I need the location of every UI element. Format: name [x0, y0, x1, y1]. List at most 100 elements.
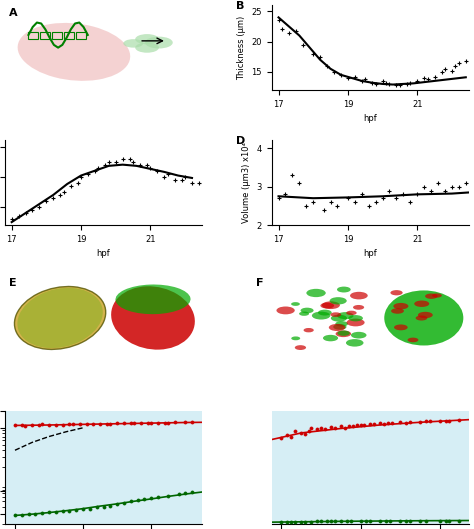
Point	[136, 160, 144, 169]
Point	[155, 492, 162, 501]
Y-axis label: Volume (μm3) x10⁴: Volume (μm3) x10⁴	[242, 142, 251, 223]
Y-axis label: Thickness (μm): Thickness (μm)	[237, 15, 246, 80]
Point	[386, 186, 393, 195]
Point	[56, 190, 64, 199]
Point	[60, 188, 67, 196]
Text: G: G	[9, 414, 18, 424]
Point	[275, 194, 283, 203]
Point	[413, 77, 421, 85]
Ellipse shape	[18, 288, 103, 348]
Circle shape	[430, 335, 441, 339]
Point	[301, 517, 309, 526]
Point	[93, 503, 100, 512]
Point	[379, 194, 386, 203]
Point	[288, 518, 295, 527]
Point	[337, 517, 345, 525]
Circle shape	[320, 335, 332, 340]
Point	[278, 518, 285, 526]
Bar	[76, 32, 86, 39]
Point	[396, 80, 404, 89]
Point	[96, 419, 104, 428]
Point	[164, 491, 172, 500]
Point	[141, 495, 148, 503]
Point	[331, 424, 338, 433]
Point	[366, 517, 374, 525]
Point	[358, 190, 365, 198]
Point	[76, 420, 83, 428]
Point	[316, 52, 324, 61]
Point	[161, 172, 168, 181]
Point	[38, 509, 46, 517]
Point	[188, 418, 196, 426]
Circle shape	[324, 305, 338, 311]
Point	[137, 419, 145, 427]
Point	[8, 215, 16, 223]
Point	[172, 418, 179, 426]
Point	[436, 417, 443, 425]
Point	[362, 75, 369, 84]
Circle shape	[352, 321, 365, 326]
Text: F: F	[256, 278, 263, 288]
Point	[59, 421, 66, 429]
Point	[113, 499, 121, 508]
Point	[154, 167, 161, 175]
Point	[372, 80, 379, 88]
Point	[101, 160, 109, 169]
Point	[283, 431, 291, 440]
Point	[29, 206, 36, 214]
Point	[403, 80, 410, 88]
Point	[22, 209, 29, 217]
Point	[357, 517, 365, 525]
Point	[127, 497, 135, 506]
Circle shape	[310, 297, 319, 300]
Point	[292, 26, 300, 35]
Circle shape	[135, 34, 159, 44]
Point	[188, 179, 196, 187]
Point	[275, 16, 283, 25]
Point	[188, 488, 196, 497]
Point	[420, 74, 428, 82]
Point	[386, 80, 393, 88]
Point	[45, 421, 53, 429]
Ellipse shape	[14, 287, 106, 350]
Circle shape	[276, 315, 292, 322]
Point	[344, 74, 352, 82]
Point	[442, 416, 449, 425]
Point	[353, 421, 360, 429]
Point	[351, 72, 359, 81]
Point	[446, 516, 453, 525]
Point	[195, 179, 203, 187]
Point	[298, 428, 305, 437]
Text: B: B	[236, 1, 245, 11]
Point	[337, 71, 345, 79]
Point	[344, 194, 352, 203]
Point	[426, 417, 434, 425]
Point	[28, 421, 36, 429]
Point	[69, 420, 77, 428]
Point	[323, 61, 331, 70]
Point	[441, 186, 449, 195]
Point	[448, 183, 456, 191]
Point	[407, 78, 414, 87]
Point	[446, 416, 453, 425]
Point	[15, 212, 22, 220]
Bar	[64, 32, 74, 39]
Point	[382, 78, 390, 87]
Circle shape	[352, 314, 366, 321]
Ellipse shape	[116, 285, 191, 314]
Point	[11, 511, 19, 519]
Point	[120, 419, 128, 427]
Point	[164, 169, 172, 178]
Point	[134, 496, 141, 505]
Point	[422, 516, 429, 525]
Point	[441, 65, 449, 73]
Point	[416, 516, 424, 525]
Point	[120, 498, 128, 507]
Circle shape	[322, 295, 339, 302]
Point	[285, 28, 293, 37]
Point	[327, 517, 335, 525]
Point	[305, 426, 313, 435]
Circle shape	[317, 322, 326, 325]
Circle shape	[428, 307, 443, 314]
Point	[292, 518, 299, 526]
